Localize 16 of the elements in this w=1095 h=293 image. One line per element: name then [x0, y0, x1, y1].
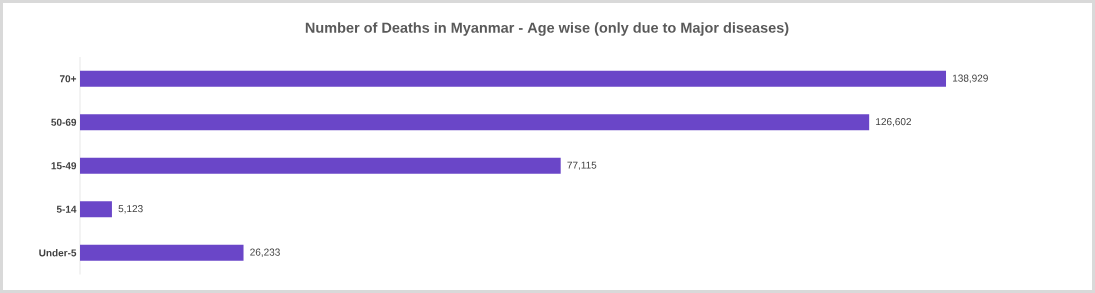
- bar: [80, 157, 561, 174]
- y-tick-label: 5-14: [56, 205, 77, 213]
- data-label: 26,233: [250, 248, 280, 257]
- bar: [80, 201, 112, 218]
- bar: [80, 244, 244, 261]
- chart-title: Number of Deaths in Myanmar - Age wise (only due to Major diseases): [305, 22, 789, 36]
- y-tick-label: 15-49: [51, 162, 77, 170]
- data-label: 77,115: [567, 161, 597, 170]
- bar: [80, 114, 870, 131]
- y-tick-label: Under-5: [39, 249, 77, 257]
- y-tick-label: 50-69: [51, 118, 77, 126]
- data-label: 138,929: [952, 74, 988, 83]
- data-label: 126,602: [876, 118, 912, 127]
- y-tick-label: 70+: [59, 75, 77, 83]
- data-label: 5,123: [118, 205, 143, 214]
- bar: [80, 70, 947, 87]
